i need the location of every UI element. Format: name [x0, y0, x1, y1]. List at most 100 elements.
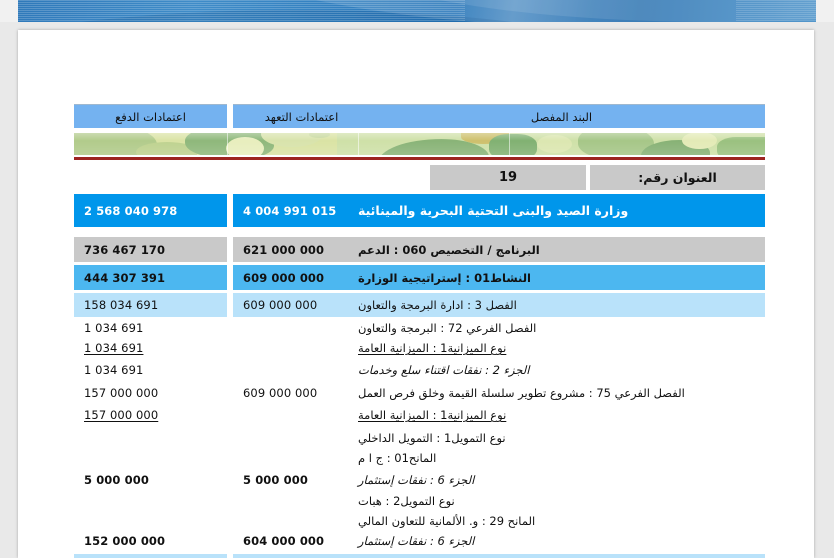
row-payment-cell: 152 000 000	[74, 531, 227, 551]
table-row: 1 034 691 الفصل الفرعي 72 : البرمجة والت…	[18, 318, 814, 338]
app-top-banner	[0, 0, 834, 22]
row-payment-cell	[74, 428, 227, 448]
row-item-cell: نوع الميزانية1 : الميزانية العامة	[358, 405, 765, 425]
table-row: المانح 29 : و. الألمانية للتعاون المالي	[18, 511, 814, 531]
row-commitment-cell	[233, 338, 370, 358]
row-payment-cell: 1 034 691	[74, 318, 227, 338]
row-payment-value: 736 467 170	[84, 242, 166, 257]
column-header-detailed-item-label: البند المفصل	[530, 109, 593, 124]
row-commitment-cell: 604 000 000	[233, 531, 370, 551]
column-header-payment-credits: اعتمادات الدفع	[74, 105, 227, 128]
decorative-red-rule	[74, 157, 765, 160]
row-item-label: المانح 29 : و. الألمانية للتعاون المالي	[358, 514, 536, 528]
banner-hatch-pattern-right	[736, 0, 816, 22]
row-item-cell: البرنامج / التخصيص 060 : الدعم	[358, 237, 765, 262]
title-number-box: 19	[430, 165, 586, 190]
row-item-label: الفصل الفرعي 75 : مشروع تطوير سلسلة القي…	[358, 386, 685, 400]
row-payment-cell	[74, 511, 227, 531]
table-column-headers: اعتمادات الدفع اعتمادات التعهد البند الم…	[18, 105, 814, 128]
header-separator-payment	[74, 104, 227, 105]
row-payment-value: 157 000 000	[84, 386, 159, 400]
table-row: المانح01 : ج ا م	[18, 448, 814, 468]
banner-gradient	[18, 0, 816, 22]
row-commitment-value: 604 000 000	[243, 534, 325, 548]
row-commitment-cell	[233, 405, 370, 425]
table-row: نوع التمويل1 : التمويل الداخلي	[18, 428, 814, 448]
title-row: 19 العنوان رقم:	[18, 165, 814, 190]
row-item-cell: نوع الميزانية1 : الميزانية العامة	[358, 338, 765, 358]
row-item-label: وزارة الصيد والبنى التحتية البحرية والمي…	[358, 203, 629, 218]
row-item-label: البرنامج / التخصيص 060 : الدعم	[358, 242, 540, 257]
row-commitment-cell: 5 000 000	[233, 470, 370, 490]
row-item-cell: الجزء 6 : نفقات إستثمار	[358, 470, 765, 490]
header-separator-item	[358, 104, 765, 105]
table-row: 1 034 691 الجزء 2 : نفقات اقتناء سلع وخد…	[18, 360, 814, 380]
row-item-cell: المانح01 : ج ا م	[358, 448, 765, 468]
row-payment-cell	[74, 491, 227, 511]
row-payment-value: 152 000 000	[84, 534, 166, 548]
row-payment-value: 5 000 000	[84, 473, 149, 487]
row-payment-cell: 157 000 000	[74, 405, 227, 425]
row-payment-value: 444 307 391	[84, 270, 166, 285]
row-item-label: النشاط01 : إستراتيجية الوزارة	[358, 270, 531, 285]
row-payment-cell	[74, 554, 227, 558]
table-row: 158 034 691 609 000 000 الفصل 3 : ادارة …	[18, 293, 814, 317]
row-item-label: الفصل الفرعي 72 : البرمجة والتعاون	[358, 321, 537, 335]
row-commitment-value: 4 004 991 015	[243, 203, 337, 218]
row-item-cell: الفصل 3 : ادارة البرمجة والتعاون	[358, 293, 765, 317]
row-payment-value: 2 568 040 978	[84, 203, 178, 218]
row-item-label: الفصل 3 : ادارة البرمجة والتعاون	[358, 298, 517, 312]
decorative-image-band	[74, 133, 765, 155]
title-number: 19	[498, 170, 518, 185]
table-row: 157 000 000 نوع الميزانية1 : الميزانية ا…	[18, 405, 814, 425]
row-payment-cell: 2 568 040 978	[74, 194, 227, 227]
row-item-label: الجزء 2 : نفقات اقتناء سلع وخدمات	[358, 363, 530, 377]
table-row-partial	[18, 554, 814, 558]
row-commitment-cell	[233, 511, 370, 531]
row-item-label: الجزء 6 : نفقات إستثمار	[358, 534, 475, 548]
row-item-cell: نوع التمويل2 : هبات	[358, 491, 765, 511]
row-payment-cell: 5 000 000	[74, 470, 227, 490]
row-commitment-cell	[233, 491, 370, 511]
row-item-cell: وزارة الصيد والبنى التحتية البحرية والمي…	[358, 194, 765, 227]
title-label: العنوان رقم:	[638, 170, 717, 185]
row-payment-value: 158 034 691	[84, 298, 159, 312]
table-row: 444 307 391 609 000 000 النشاط01 : إسترا…	[18, 265, 814, 290]
row-item-cell: الفصل الفرعي 75 : مشروع تطوير سلسلة القي…	[358, 383, 765, 403]
row-item-label: المانح01 : ج ا م	[358, 451, 437, 465]
document-page: اعتمادات الدفع اعتمادات التعهد البند الم…	[18, 30, 814, 558]
row-commitment-cell	[233, 428, 370, 448]
row-payment-value: 157 000 000	[84, 408, 159, 422]
row-payment-cell: 157 000 000	[74, 383, 227, 403]
row-payment-cell: 736 467 170	[74, 237, 227, 262]
table-row: 1 034 691 نوع الميزانية1 : الميزانية الع…	[18, 338, 814, 358]
header-separator-commitment	[233, 104, 370, 105]
row-item-label: الجزء 6 : نفقات إستثمار	[358, 473, 475, 487]
row-payment-value: 1 034 691	[84, 321, 144, 335]
row-commitment-cell: 621 000 000	[233, 237, 370, 262]
row-commitment-value: 609 000 000	[243, 386, 318, 400]
row-item-cell: الجزء 6 : نفقات إستثمار	[358, 531, 765, 551]
row-item-label: نوع الميزانية1 : الميزانية العامة	[358, 341, 507, 355]
row-item-label: نوع التمويل2 : هبات	[358, 494, 455, 508]
row-commitment-cell	[233, 448, 370, 468]
row-commitment-cell	[233, 360, 370, 380]
column-header-commitment-credits: اعتمادات التعهد	[233, 105, 370, 128]
row-item-cell	[358, 554, 765, 558]
table-row: 157 000 000 609 000 000 الفصل الفرعي 75 …	[18, 383, 814, 403]
row-payment-cell: 1 034 691	[74, 360, 227, 380]
row-commitment-cell	[233, 318, 370, 338]
table-row: 152 000 000 604 000 000 الجزء 6 : نفقات …	[18, 531, 814, 551]
row-commitment-value: 621 000 000	[243, 242, 325, 257]
row-commitment-cell: 609 000 000	[233, 265, 370, 290]
row-commitment-value: 5 000 000	[243, 473, 308, 487]
row-commitment-cell: 609 000 000	[233, 383, 370, 403]
banner-hatch-pattern	[18, 0, 465, 22]
row-commitment-cell: 609 000 000	[233, 293, 370, 317]
table-row: 736 467 170 621 000 000 البرنامج / التخص…	[18, 237, 814, 262]
row-item-cell: المانح 29 : و. الألمانية للتعاون المالي	[358, 511, 765, 531]
row-item-cell: الجزء 2 : نفقات اقتناء سلع وخدمات	[358, 360, 765, 380]
row-item-cell: نوع التمويل1 : التمويل الداخلي	[358, 428, 765, 448]
title-label-box: العنوان رقم:	[590, 165, 765, 190]
row-payment-cell: 158 034 691	[74, 293, 227, 317]
